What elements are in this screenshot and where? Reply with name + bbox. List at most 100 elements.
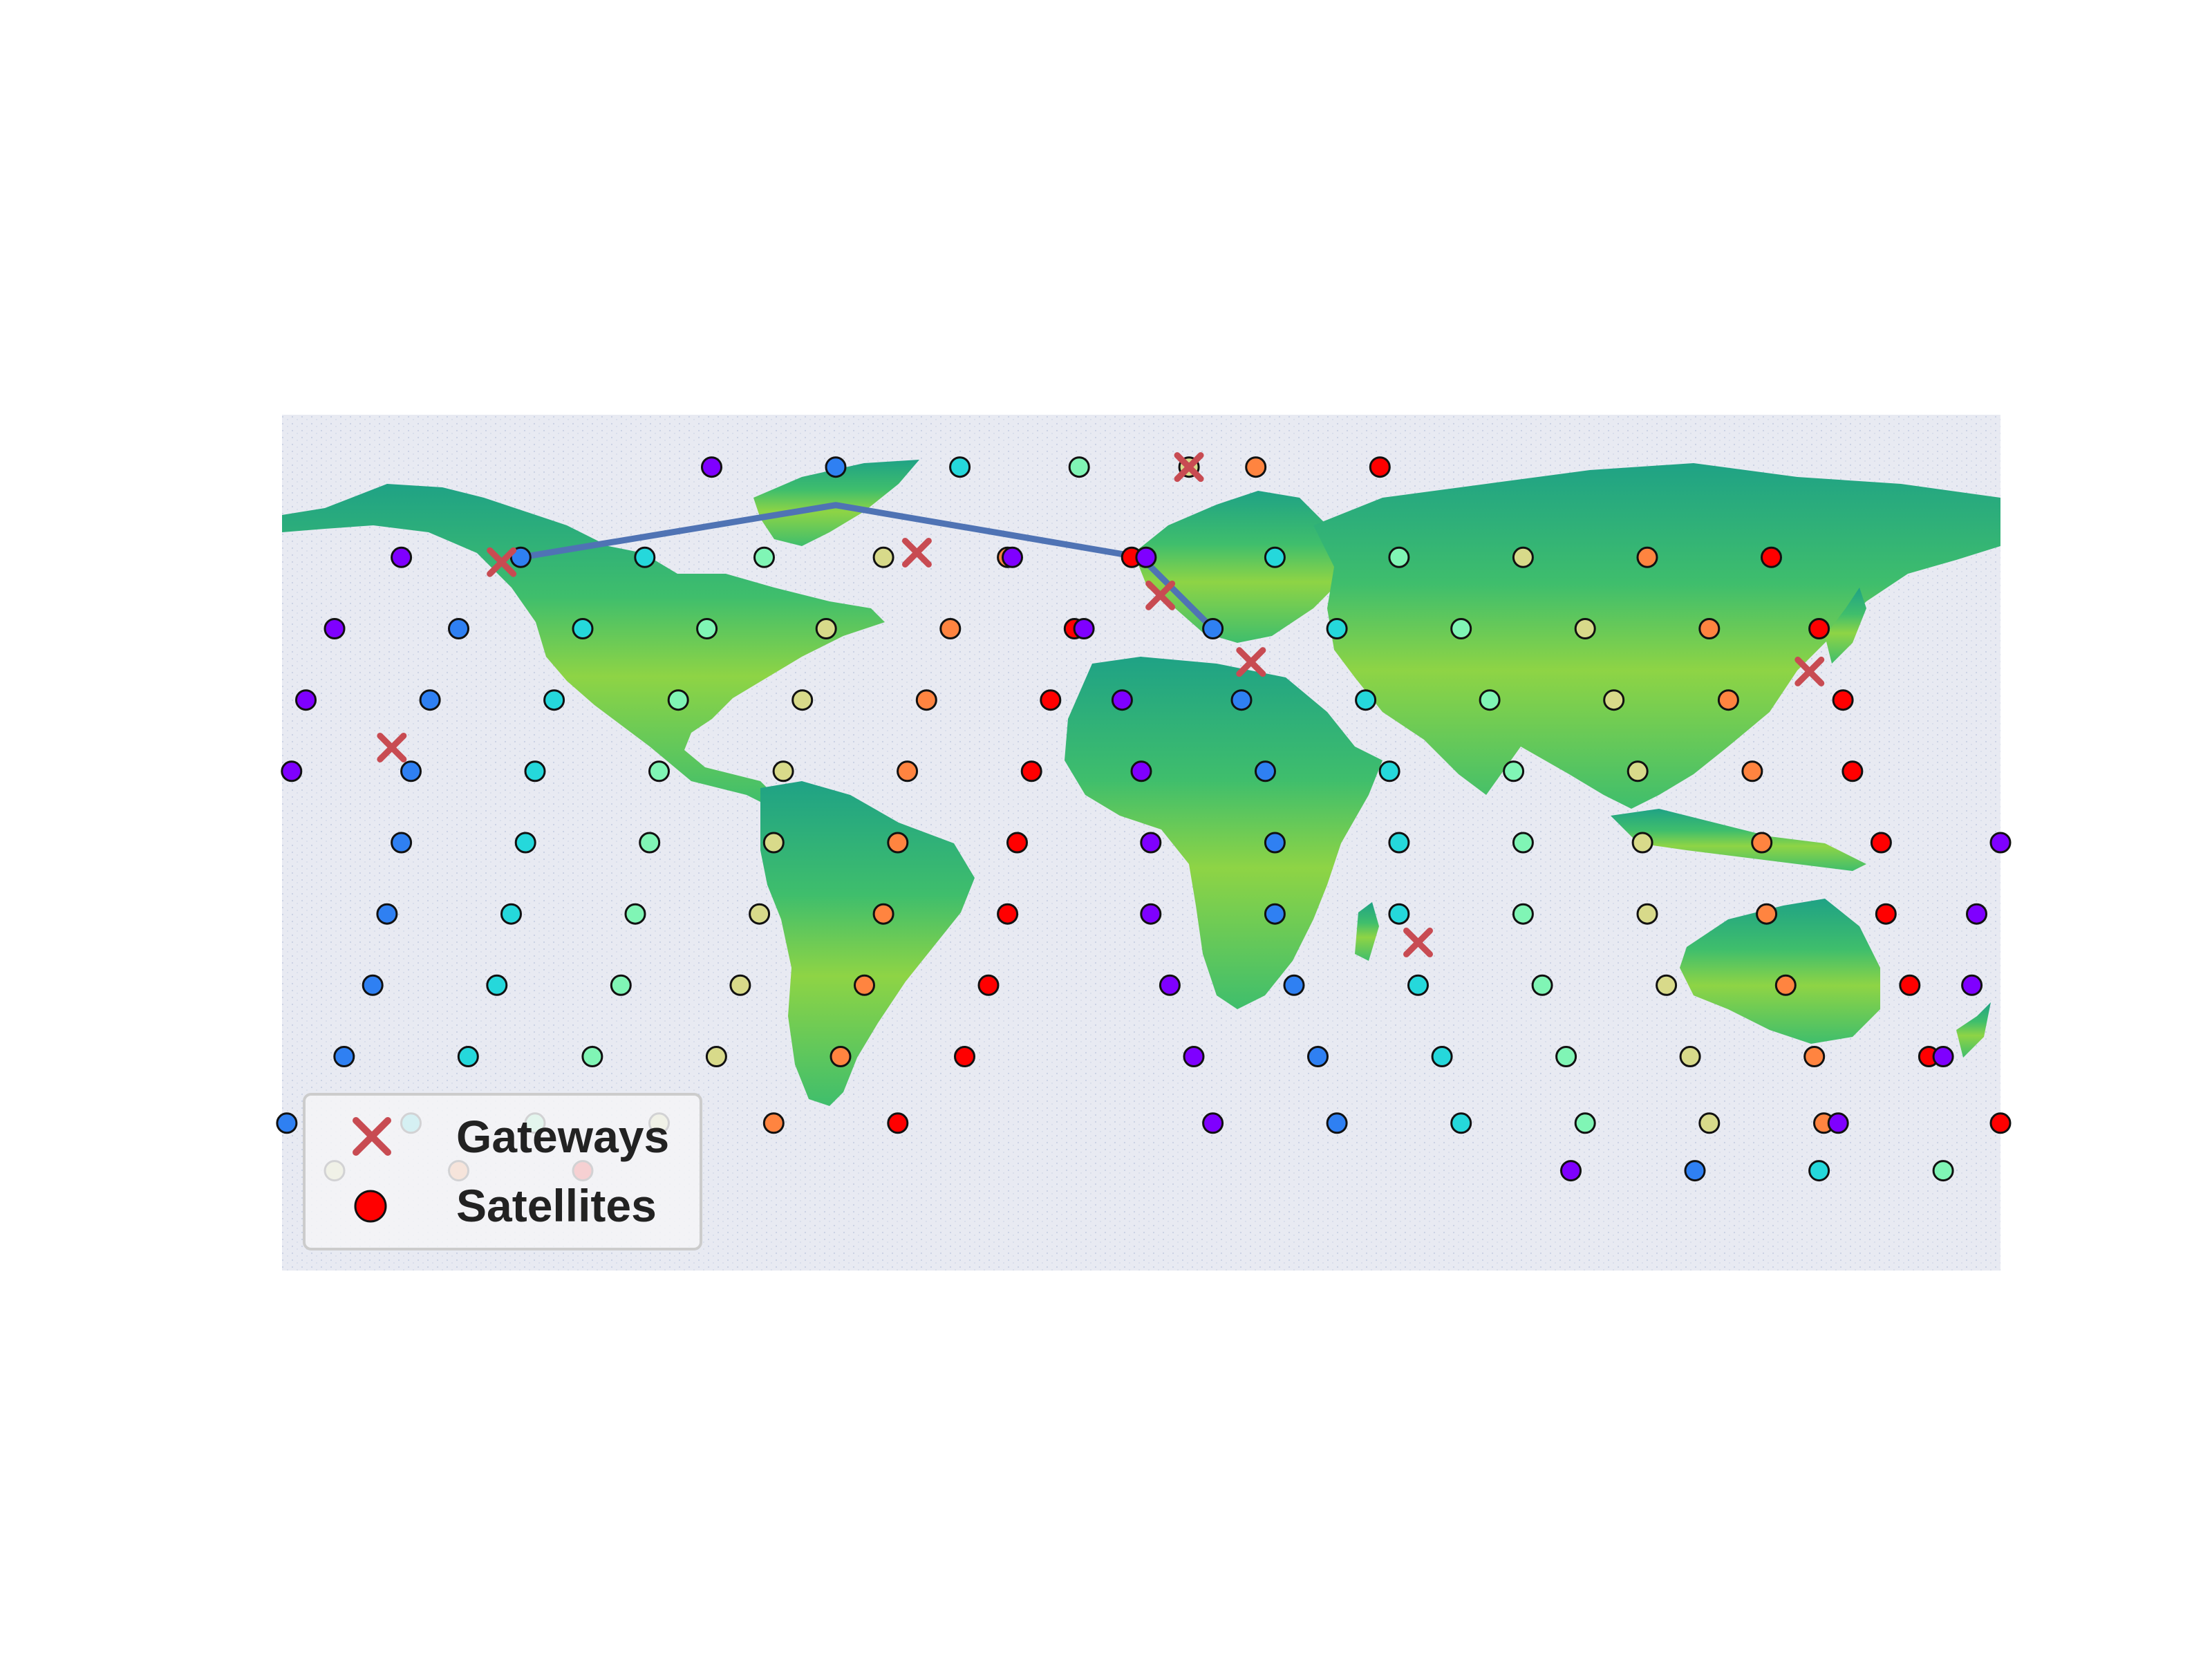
satellite-marker [1450,1112,1472,1134]
satellite-marker [701,456,722,478]
satellite-marker [1202,1112,1224,1134]
land-masses [282,460,2000,1106]
satellite-marker [1202,618,1224,639]
satellite-marker [1631,832,1653,854]
satellite-marker [1761,546,1782,568]
gateway-marker [1174,452,1204,482]
satellite-marker [1966,903,1987,925]
satellite-marker [949,456,971,478]
satellite-marker [1932,1160,1954,1182]
satellite-marker [977,974,1000,996]
satellite-marker [1264,903,1286,925]
satellite-marker [419,689,441,711]
satellite-marker [1899,974,1921,996]
gateway-marker [1236,647,1266,677]
satellite-marker [1135,546,1157,568]
satellite-marker [1450,618,1472,639]
satellites-legend-label: Satellites [456,1180,657,1231]
satellite-marker [639,832,661,854]
satellite-marker [524,760,546,782]
satellite-marker [915,689,937,711]
satellite-marker [791,689,814,711]
satellite-marker [281,760,303,782]
satellite-marker [1245,456,1267,478]
gateways-legend-label: Gateways [456,1111,669,1162]
satellite-marker [1555,1046,1577,1067]
satellite-marker [705,1046,727,1067]
satellite-marker [830,1046,852,1067]
satellite-marker [295,689,317,711]
satellite-marker [997,903,1019,925]
satellite-marker [1841,760,1864,782]
satellite-marker [1355,689,1377,711]
satellite-marker [1989,832,2012,854]
satellite-marker [1111,689,1133,711]
gateway-marker [377,732,407,762]
satellite-marker [667,689,689,711]
satellite-marker [1326,618,1348,639]
satellite-marker [1431,1046,1453,1067]
satellite-marker [1002,546,1023,568]
satellite-marker [1255,760,1276,782]
satellite-marker [634,546,656,568]
satellite-marker [648,760,670,782]
satellite-marker [610,974,632,996]
landmass-asia [1313,463,2000,809]
satellite-marker [1684,1160,1706,1182]
satellite-marker [1073,618,1095,639]
satellite-marker [753,546,775,568]
satellite-marker [854,974,875,996]
legend-box [303,1093,702,1250]
satellite-marker [1832,689,1854,711]
landmass-africa [1065,657,1382,1009]
satellite-marker [1698,1112,1721,1134]
satellite-marker [1679,1046,1701,1067]
satellite-marker [762,1112,785,1134]
satellite-marker [1756,903,1778,925]
satellite-marker [762,832,785,854]
satellite-marker [1183,1046,1205,1067]
satellite-marker [1932,1046,1954,1067]
satellite-marker [1741,760,1763,782]
satellite-marker [1989,1112,2012,1134]
satellite-marker [1230,689,1253,711]
satellite-marker [333,1046,355,1067]
gateways-layer [377,452,1825,957]
satellite-marker [954,1046,975,1067]
satellite-marker [1378,760,1400,782]
satellite-marker [1808,1160,1830,1182]
satellite-marker [1307,1046,1329,1067]
satellite-marker [362,974,384,996]
satellite-marker [825,456,847,478]
satellite-marker [1503,760,1525,782]
satellite-marker [1656,974,1678,996]
satellite-marker [1479,689,1501,711]
satellite-marker [1636,546,1658,568]
satellite-marker [1803,1046,1826,1067]
satellite-marker [1698,618,1721,639]
gateway-marker [901,537,932,568]
satellite-marker [514,832,536,854]
satellite-marker [391,546,413,568]
satellite-marker [815,618,837,639]
satellite-marker [1560,1160,1582,1182]
satellite-marker [1717,689,1739,711]
satellite-marker [772,760,794,782]
satellite-marker [448,618,469,639]
landmass-southeast-asia [1611,809,1866,871]
gateway-marker [1794,656,1825,686]
satellite-marker [1159,974,1181,996]
satellite-marker [1264,832,1286,854]
landmass-new-zealand [1956,1002,1991,1058]
satellite-marker [1603,689,1625,711]
satellite-marker [1827,1112,1849,1134]
satellite-marker [1574,1112,1596,1134]
gateway-legend-icon [353,1117,391,1156]
satellite-marker [1040,689,1062,711]
satellite-marker [1512,546,1534,568]
landmass-japan [1825,588,1866,664]
satellite-marker [1006,832,1028,854]
satellite-marker [1808,618,1830,639]
satellite-marker [457,1046,479,1067]
